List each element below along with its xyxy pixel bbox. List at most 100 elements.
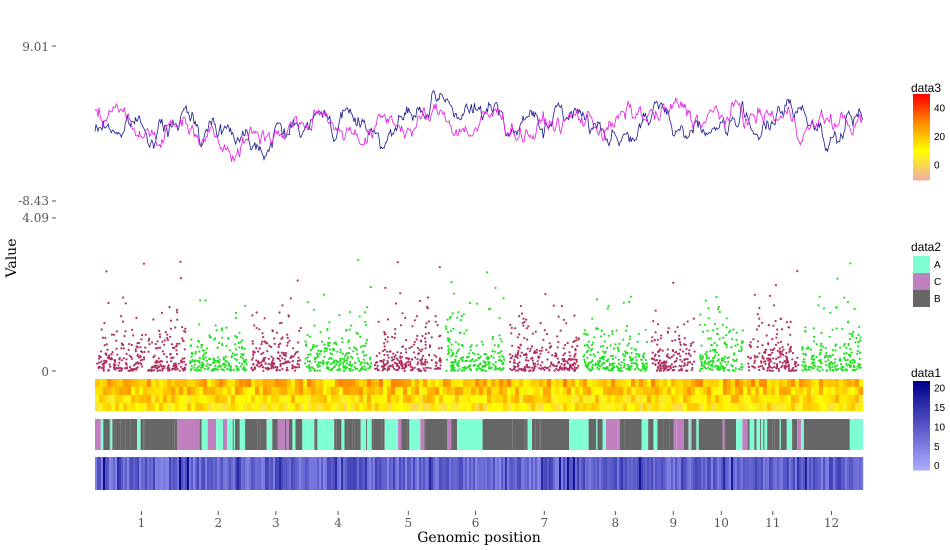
blue-cell xyxy=(185,457,188,490)
heat-cell xyxy=(151,387,156,395)
blue-cell xyxy=(815,457,818,490)
scatter-point xyxy=(419,299,422,303)
heat-cell xyxy=(227,379,232,387)
scatter-point xyxy=(457,364,460,367)
scatter-point xyxy=(614,356,617,359)
heat-cell xyxy=(291,403,296,411)
scatter-point xyxy=(270,345,273,349)
scatter-point xyxy=(213,338,216,341)
scatter-point xyxy=(390,356,393,359)
legend-gradient-cell xyxy=(913,149,930,153)
blue-cell xyxy=(331,457,334,490)
scatter-point xyxy=(448,338,451,341)
scatter-point xyxy=(197,368,201,371)
category-segment xyxy=(308,419,315,450)
scatter-point xyxy=(704,367,708,370)
scatter-point xyxy=(278,311,281,314)
scatter-point xyxy=(635,353,638,356)
scatter-point xyxy=(116,353,119,356)
scatter-point xyxy=(606,366,609,369)
heat-cell xyxy=(639,379,644,387)
heat-cell xyxy=(519,403,524,411)
scatter-point xyxy=(562,318,565,321)
scatter-point xyxy=(139,359,142,362)
scatter-point xyxy=(718,310,721,314)
heat-cell xyxy=(223,387,228,395)
scatter-point xyxy=(408,347,411,350)
legend-gradient-cell xyxy=(913,158,930,162)
scatter-point xyxy=(737,349,741,352)
scatter-point xyxy=(707,361,711,364)
scatter-point xyxy=(131,328,134,331)
heat-cell xyxy=(143,395,148,403)
scatter-point xyxy=(139,356,142,359)
scatter-point xyxy=(386,318,390,321)
scatter-point xyxy=(130,357,134,360)
category-segment xyxy=(314,419,316,450)
scatter-point xyxy=(414,356,417,359)
scatter-point xyxy=(230,365,233,368)
scatter-point xyxy=(225,355,228,358)
blue-cell xyxy=(343,457,346,490)
scatter-point xyxy=(270,366,273,369)
scatter-point xyxy=(264,367,267,370)
scatter-point xyxy=(525,318,528,321)
blue-cell xyxy=(793,457,796,490)
category-segment xyxy=(347,419,353,450)
scatter-point xyxy=(357,332,360,335)
blue-cell xyxy=(143,457,146,490)
scatter-point xyxy=(292,347,295,350)
scatter-point xyxy=(565,322,568,325)
scatter-point xyxy=(778,360,782,363)
scatter-point xyxy=(194,369,197,372)
heat-cell xyxy=(411,395,416,403)
scatter-point xyxy=(846,301,850,304)
scatter-point xyxy=(405,365,408,368)
blue-cell xyxy=(183,457,186,490)
blue-cell xyxy=(693,457,696,490)
heat-cell xyxy=(507,379,512,387)
legend-gradient-cell xyxy=(913,418,930,422)
scatter-point xyxy=(422,367,425,370)
blue-cell xyxy=(207,457,210,490)
scatter-point xyxy=(644,358,647,362)
blue-cell xyxy=(111,457,114,490)
scatter-point xyxy=(554,365,558,368)
heat-cell xyxy=(851,379,856,387)
scatter-point xyxy=(851,362,854,365)
scatter-point xyxy=(608,362,611,365)
scatter-point xyxy=(842,369,845,372)
blue-cell xyxy=(311,457,314,490)
scatter-point xyxy=(824,346,827,349)
scatter-point xyxy=(434,315,437,318)
blue-cell xyxy=(161,457,164,490)
blue-cell xyxy=(189,457,192,490)
blue-cell xyxy=(741,457,744,490)
heat-cell xyxy=(547,379,552,387)
scatter-point xyxy=(335,363,338,366)
scatter-point xyxy=(156,364,159,367)
scatter-point xyxy=(522,367,525,370)
scatter-point xyxy=(778,350,782,353)
scatter-point xyxy=(498,351,501,354)
scatter-point xyxy=(358,360,361,363)
scatter-point xyxy=(162,367,165,370)
scatter-point xyxy=(674,330,677,333)
scatter-point xyxy=(318,364,321,367)
blue-cell xyxy=(447,457,450,490)
scatter-point xyxy=(322,293,326,296)
scatter-point xyxy=(790,369,793,372)
scatter-point xyxy=(413,319,416,322)
legend-gradient-cell xyxy=(913,427,930,431)
scatter-point xyxy=(538,367,541,370)
heat-cell xyxy=(343,387,348,395)
scatter-point xyxy=(330,357,333,360)
scatter-point xyxy=(722,357,725,360)
scatter-point xyxy=(377,320,380,323)
scatter-point xyxy=(751,365,754,368)
scatter-point xyxy=(392,365,395,368)
heat-cell xyxy=(583,379,588,387)
heat-cell xyxy=(851,403,856,411)
scatter-point xyxy=(832,369,835,372)
heat-cell xyxy=(151,403,156,411)
